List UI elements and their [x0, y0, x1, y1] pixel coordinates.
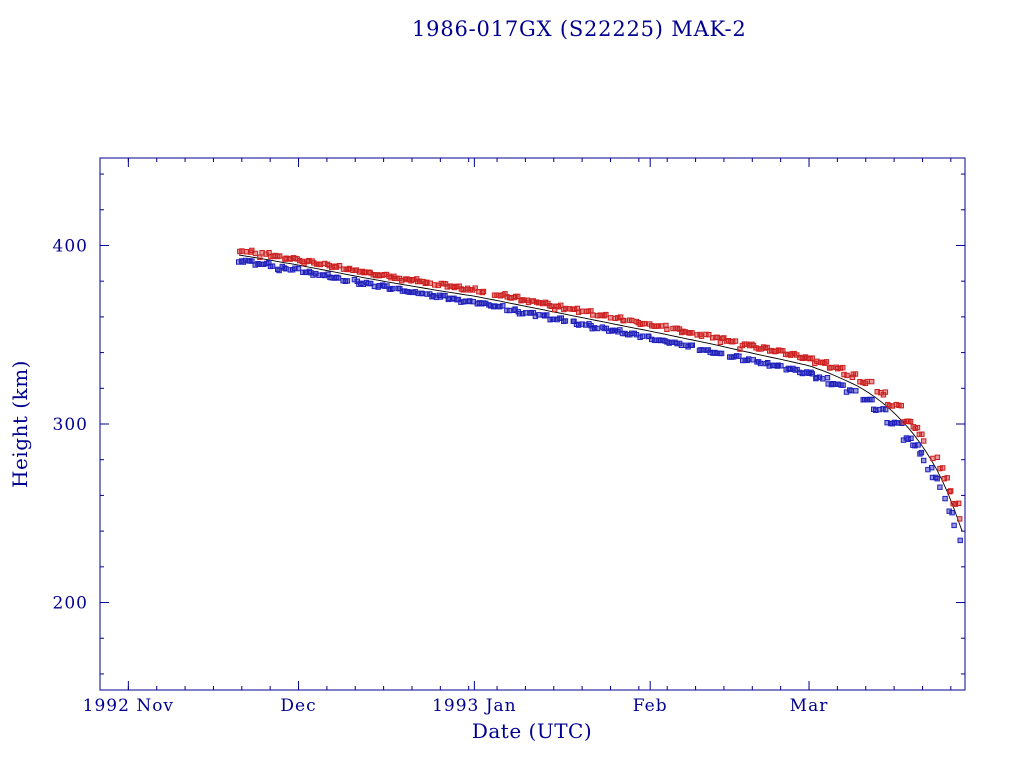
y-tick-label: 200	[53, 594, 88, 614]
y-axis-label: Height (km)	[8, 360, 32, 488]
mean-line	[238, 254, 963, 532]
chart-title: 1986-017GX (S22225) MAK-2	[412, 17, 747, 41]
x-tick-label: 1992 Nov	[83, 696, 174, 716]
axis-ticks	[99, 158, 965, 690]
plot-frame	[99, 157, 966, 691]
x-axis-label: Date (UTC)	[471, 719, 593, 743]
x-tick-label: Dec	[280, 696, 316, 716]
apogee-height-series	[237, 247, 963, 522]
x-tick-label: Feb	[633, 696, 668, 716]
y-tick-label: 300	[53, 415, 88, 435]
axis-tick-labels: 1992 Nov Dec 1993 Jan Feb Mar 200 300 400	[53, 236, 829, 716]
x-tick-label: 1993 Jan	[432, 696, 517, 716]
x-tick-label: Mar	[790, 696, 829, 716]
y-tick-label: 400	[53, 236, 88, 256]
perigee-height-series	[236, 257, 963, 544]
